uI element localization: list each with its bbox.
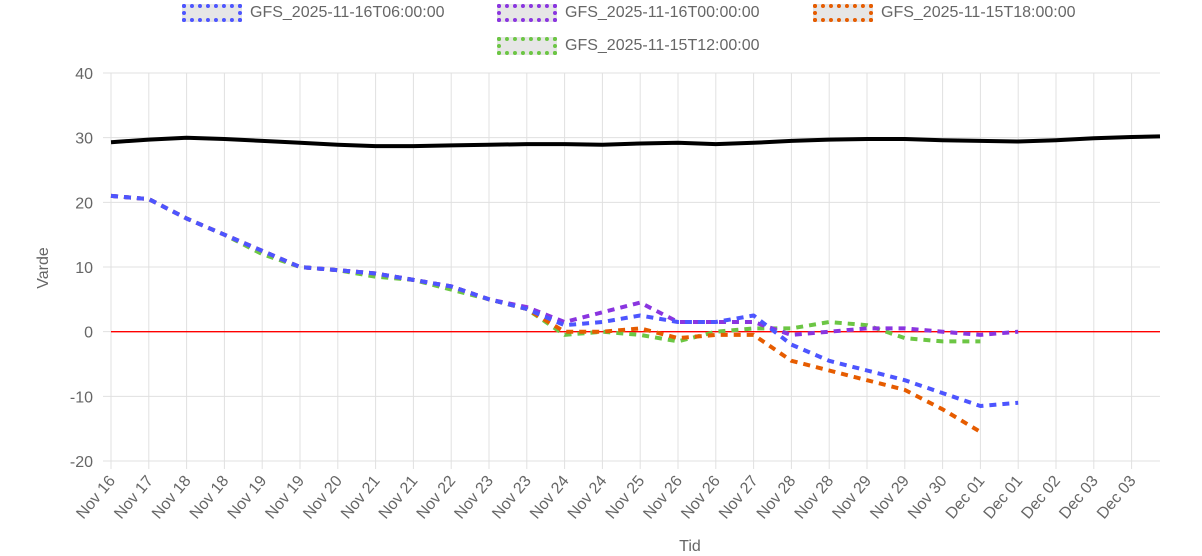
- x-tick-label: Nov 19: [262, 473, 308, 523]
- y-tick-label: 40: [75, 66, 93, 83]
- x-tick-label: Nov 24: [565, 473, 611, 523]
- x-tick-label: Nov 26: [640, 473, 686, 523]
- x-tick-label: Nov 16: [73, 473, 119, 523]
- x-tick-label: Nov 23: [489, 473, 535, 523]
- x-tick-label: Nov 21: [376, 473, 422, 523]
- legend-swatch: [182, 4, 242, 22]
- legend-label: GFS_2025-11-16T06:00:00: [250, 4, 445, 21]
- x-tick-label: Dec 03: [1056, 473, 1102, 523]
- legend-item-gfs-16t00[interactable]: GFS_2025-11-16T00:00:00: [497, 4, 760, 22]
- x-tick-label: Dec 03: [1094, 473, 1140, 523]
- x-tick-label: Nov 21: [338, 473, 384, 523]
- x-tick-label: Nov 30: [905, 473, 951, 523]
- y-axis-title: Varde: [35, 247, 52, 289]
- x-tick-label: Nov 27: [716, 473, 762, 523]
- legend-label: GFS_2025-11-16T00:00:00: [565, 4, 760, 21]
- x-tick-label: Nov 28: [792, 473, 838, 523]
- x-tick-label: Nov 28: [754, 473, 800, 523]
- series-line-gfs-2025-11-15t18-00-00: [110, 193, 982, 434]
- y-tick-label: -10: [70, 389, 93, 406]
- legend-item-gfs-15t12[interactable]: GFS_2025-11-15T12:00:00: [497, 37, 760, 55]
- x-tick-label: Dec 02: [1018, 473, 1064, 523]
- x-tick-label: Nov 23: [451, 473, 497, 523]
- y-tick-label: -20: [70, 454, 93, 471]
- x-tick-label: Dec 01: [943, 473, 989, 523]
- x-axis-title: Tid: [679, 538, 701, 555]
- legend-swatch: [497, 4, 557, 22]
- legend-item-gfs-16t06[interactable]: GFS_2025-11-16T06:00:00: [182, 4, 445, 22]
- y-tick-label: 10: [75, 260, 93, 277]
- series-line-reference: [110, 134, 1161, 149]
- x-tick-label: Nov 17: [111, 473, 157, 523]
- x-tick-label: Nov 24: [527, 473, 573, 523]
- y-tick-label: 20: [75, 195, 93, 212]
- legend-label: GFS_2025-11-15T12:00:00: [565, 37, 760, 54]
- x-tick-label: Nov 25: [603, 473, 649, 523]
- legend-label: GFS_2025-11-15T18:00:00: [881, 4, 1076, 21]
- x-tick-label: Nov 19: [225, 473, 271, 523]
- series-line-gfs-2025-11-16t06-00-00: [110, 193, 1019, 408]
- legend-item-gfs-15t18[interactable]: GFS_2025-11-15T18:00:00: [813, 4, 1076, 22]
- x-tick-label: Dec 01: [981, 473, 1027, 523]
- x-tick-label: Nov 20: [300, 473, 346, 523]
- legend-swatch: [497, 37, 557, 55]
- x-tick-label: Nov 18: [187, 473, 233, 523]
- x-tick-label: Nov 29: [829, 473, 875, 523]
- x-tick-label: Nov 18: [149, 473, 195, 523]
- y-tick-label: 30: [75, 131, 93, 148]
- x-tick-label: Nov 26: [678, 473, 724, 523]
- legend-swatch: [813, 4, 873, 22]
- y-tick-label: 0: [84, 325, 93, 342]
- x-tick-label: Nov 22: [414, 473, 460, 523]
- x-tick-label: Nov 29: [867, 473, 913, 523]
